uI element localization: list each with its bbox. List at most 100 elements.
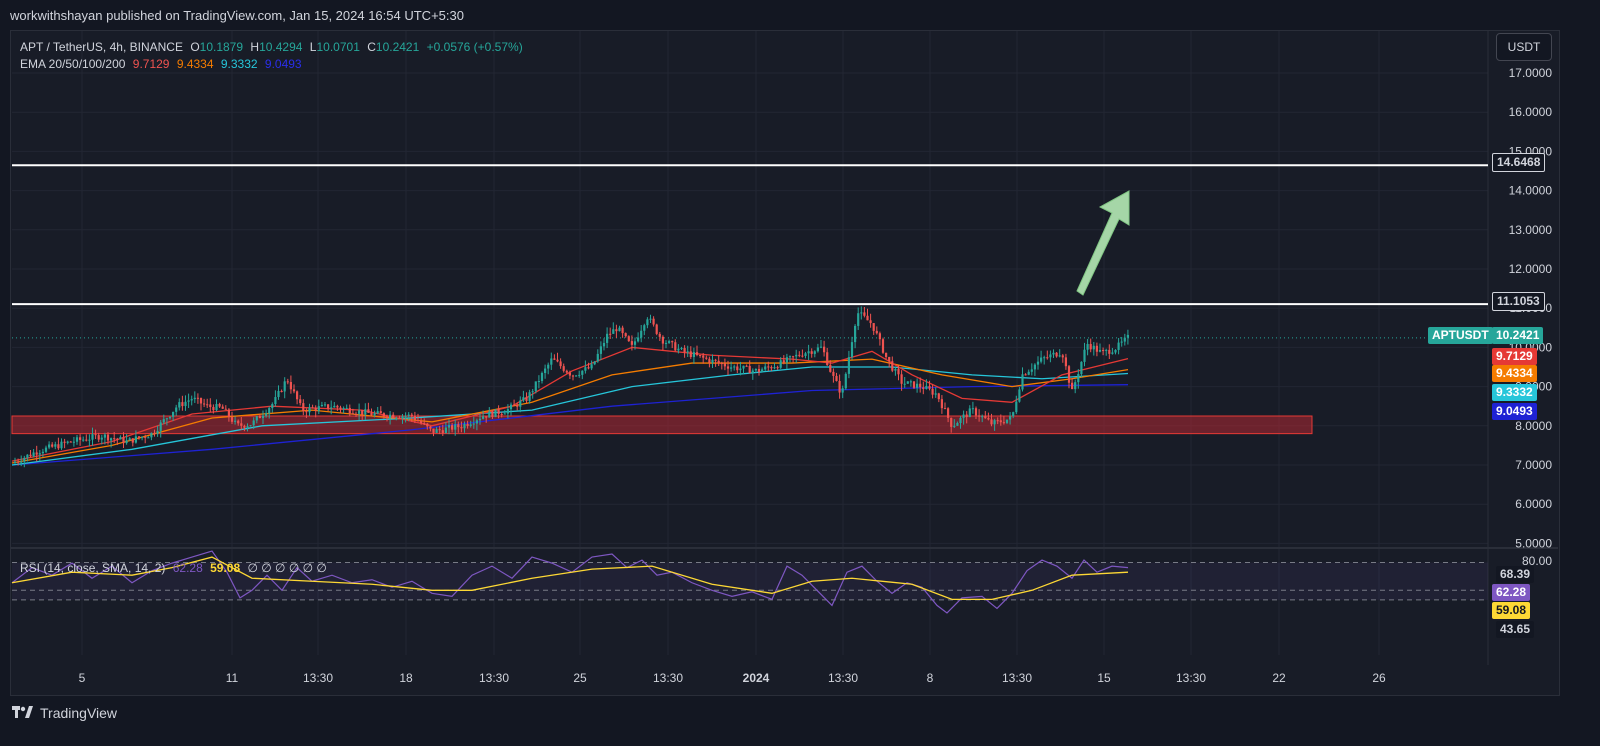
candle-body xyxy=(296,391,299,400)
candle-body xyxy=(680,348,683,350)
candle-body xyxy=(841,388,844,393)
currency-button[interactable]: USDT xyxy=(1496,33,1552,61)
candle-body xyxy=(906,381,909,384)
candle-body xyxy=(723,363,726,367)
candle-body xyxy=(795,354,798,357)
candle-body xyxy=(333,405,336,408)
candle-body xyxy=(1126,334,1129,338)
tradingview-footer[interactable]: TradingView xyxy=(12,705,117,721)
candle-body xyxy=(466,423,469,426)
candle-body xyxy=(776,367,779,369)
candle-body xyxy=(60,441,63,449)
candle-body xyxy=(265,413,268,416)
candle-body xyxy=(959,417,962,424)
candle-body xyxy=(810,351,813,354)
candle-body xyxy=(993,420,996,425)
candle-body xyxy=(683,348,686,353)
candle-body xyxy=(29,454,32,457)
ema20-value: 9.7129 xyxy=(132,57,170,71)
candle-body xyxy=(916,383,919,388)
ema-legend[interactable]: EMA 20/50/100/200 9.7129 9.4334 9.3332 9… xyxy=(20,57,306,71)
candle-body xyxy=(57,444,60,449)
candle-body xyxy=(165,418,168,420)
candle-body xyxy=(714,359,717,361)
candle-body xyxy=(950,417,953,427)
candle-body xyxy=(447,425,451,428)
zones xyxy=(11,337,1488,435)
candle-body xyxy=(401,416,404,419)
candle-body xyxy=(568,372,571,376)
candle-body xyxy=(674,342,677,351)
candle-body xyxy=(218,403,221,407)
candle-body xyxy=(835,375,838,381)
candle-body xyxy=(984,416,987,419)
candle-body xyxy=(420,420,423,424)
ema-label: EMA 20/50/100/200 xyxy=(20,57,126,71)
candle-body xyxy=(1055,352,1058,357)
candle-body xyxy=(801,355,804,357)
candle-body xyxy=(1061,355,1064,358)
candle-body xyxy=(593,361,596,365)
candle-body xyxy=(754,368,757,371)
candle-body xyxy=(736,366,739,371)
ema100-tag: 9.3332 xyxy=(1492,384,1537,401)
candle-body xyxy=(829,365,832,372)
candle-body xyxy=(488,411,491,418)
candle-body xyxy=(590,364,593,369)
time-tick-label: 22 xyxy=(1272,671,1286,685)
rsi-value-tag: 62.28 xyxy=(1492,584,1531,601)
candle-body xyxy=(928,385,931,389)
candle-body xyxy=(258,416,261,419)
candle-body xyxy=(885,352,888,357)
candle-body xyxy=(354,413,358,415)
candle-body xyxy=(221,406,224,409)
candle-body xyxy=(193,397,196,400)
candle-body xyxy=(438,429,441,431)
candle-body xyxy=(13,461,17,464)
candle-body xyxy=(478,418,482,421)
candle-body xyxy=(692,352,695,358)
candle-body xyxy=(804,353,807,356)
ema200-value: 9.0493 xyxy=(264,57,302,71)
candle-body xyxy=(823,346,826,353)
candle-body xyxy=(664,342,668,344)
candle-body xyxy=(1002,422,1005,424)
candle-body xyxy=(48,444,51,448)
rsi-lower-tag: 43.65 xyxy=(1496,621,1535,638)
candle-body xyxy=(807,351,810,354)
candle-body xyxy=(940,399,943,409)
candle-body xyxy=(320,404,323,407)
candle-body xyxy=(66,441,69,443)
candle-body xyxy=(1064,357,1067,367)
candle-body xyxy=(26,454,29,458)
candle-body xyxy=(990,419,993,425)
candle-body xyxy=(971,408,974,410)
candle-body xyxy=(1095,345,1098,352)
candle-body xyxy=(51,444,54,447)
candle-body xyxy=(540,373,544,382)
price-tick-label: 8.0000 xyxy=(1515,419,1552,433)
candle-body xyxy=(602,342,606,347)
candle-body xyxy=(609,333,612,335)
rsi-legend[interactable]: RSI (14, close, SMA, 14, 2) 62.28 59.08 … xyxy=(20,561,331,575)
candle-body xyxy=(1058,355,1061,357)
candle-body xyxy=(106,434,110,441)
candle-body xyxy=(382,413,385,417)
candle-body xyxy=(726,366,730,369)
candle-body xyxy=(227,409,230,418)
resistance-levels xyxy=(12,164,1488,306)
candle-body xyxy=(1098,350,1102,352)
candle-body xyxy=(314,407,317,411)
candle-body xyxy=(643,325,646,331)
candle-body xyxy=(1018,389,1021,402)
candle-body xyxy=(618,327,621,332)
candle-body xyxy=(621,327,624,334)
candle-body xyxy=(866,315,869,321)
candle-body xyxy=(519,400,522,407)
candle-body xyxy=(286,381,289,383)
candle-body xyxy=(640,330,643,338)
candle-body xyxy=(181,402,184,407)
candle-body xyxy=(311,407,314,409)
candle-body xyxy=(243,425,246,428)
